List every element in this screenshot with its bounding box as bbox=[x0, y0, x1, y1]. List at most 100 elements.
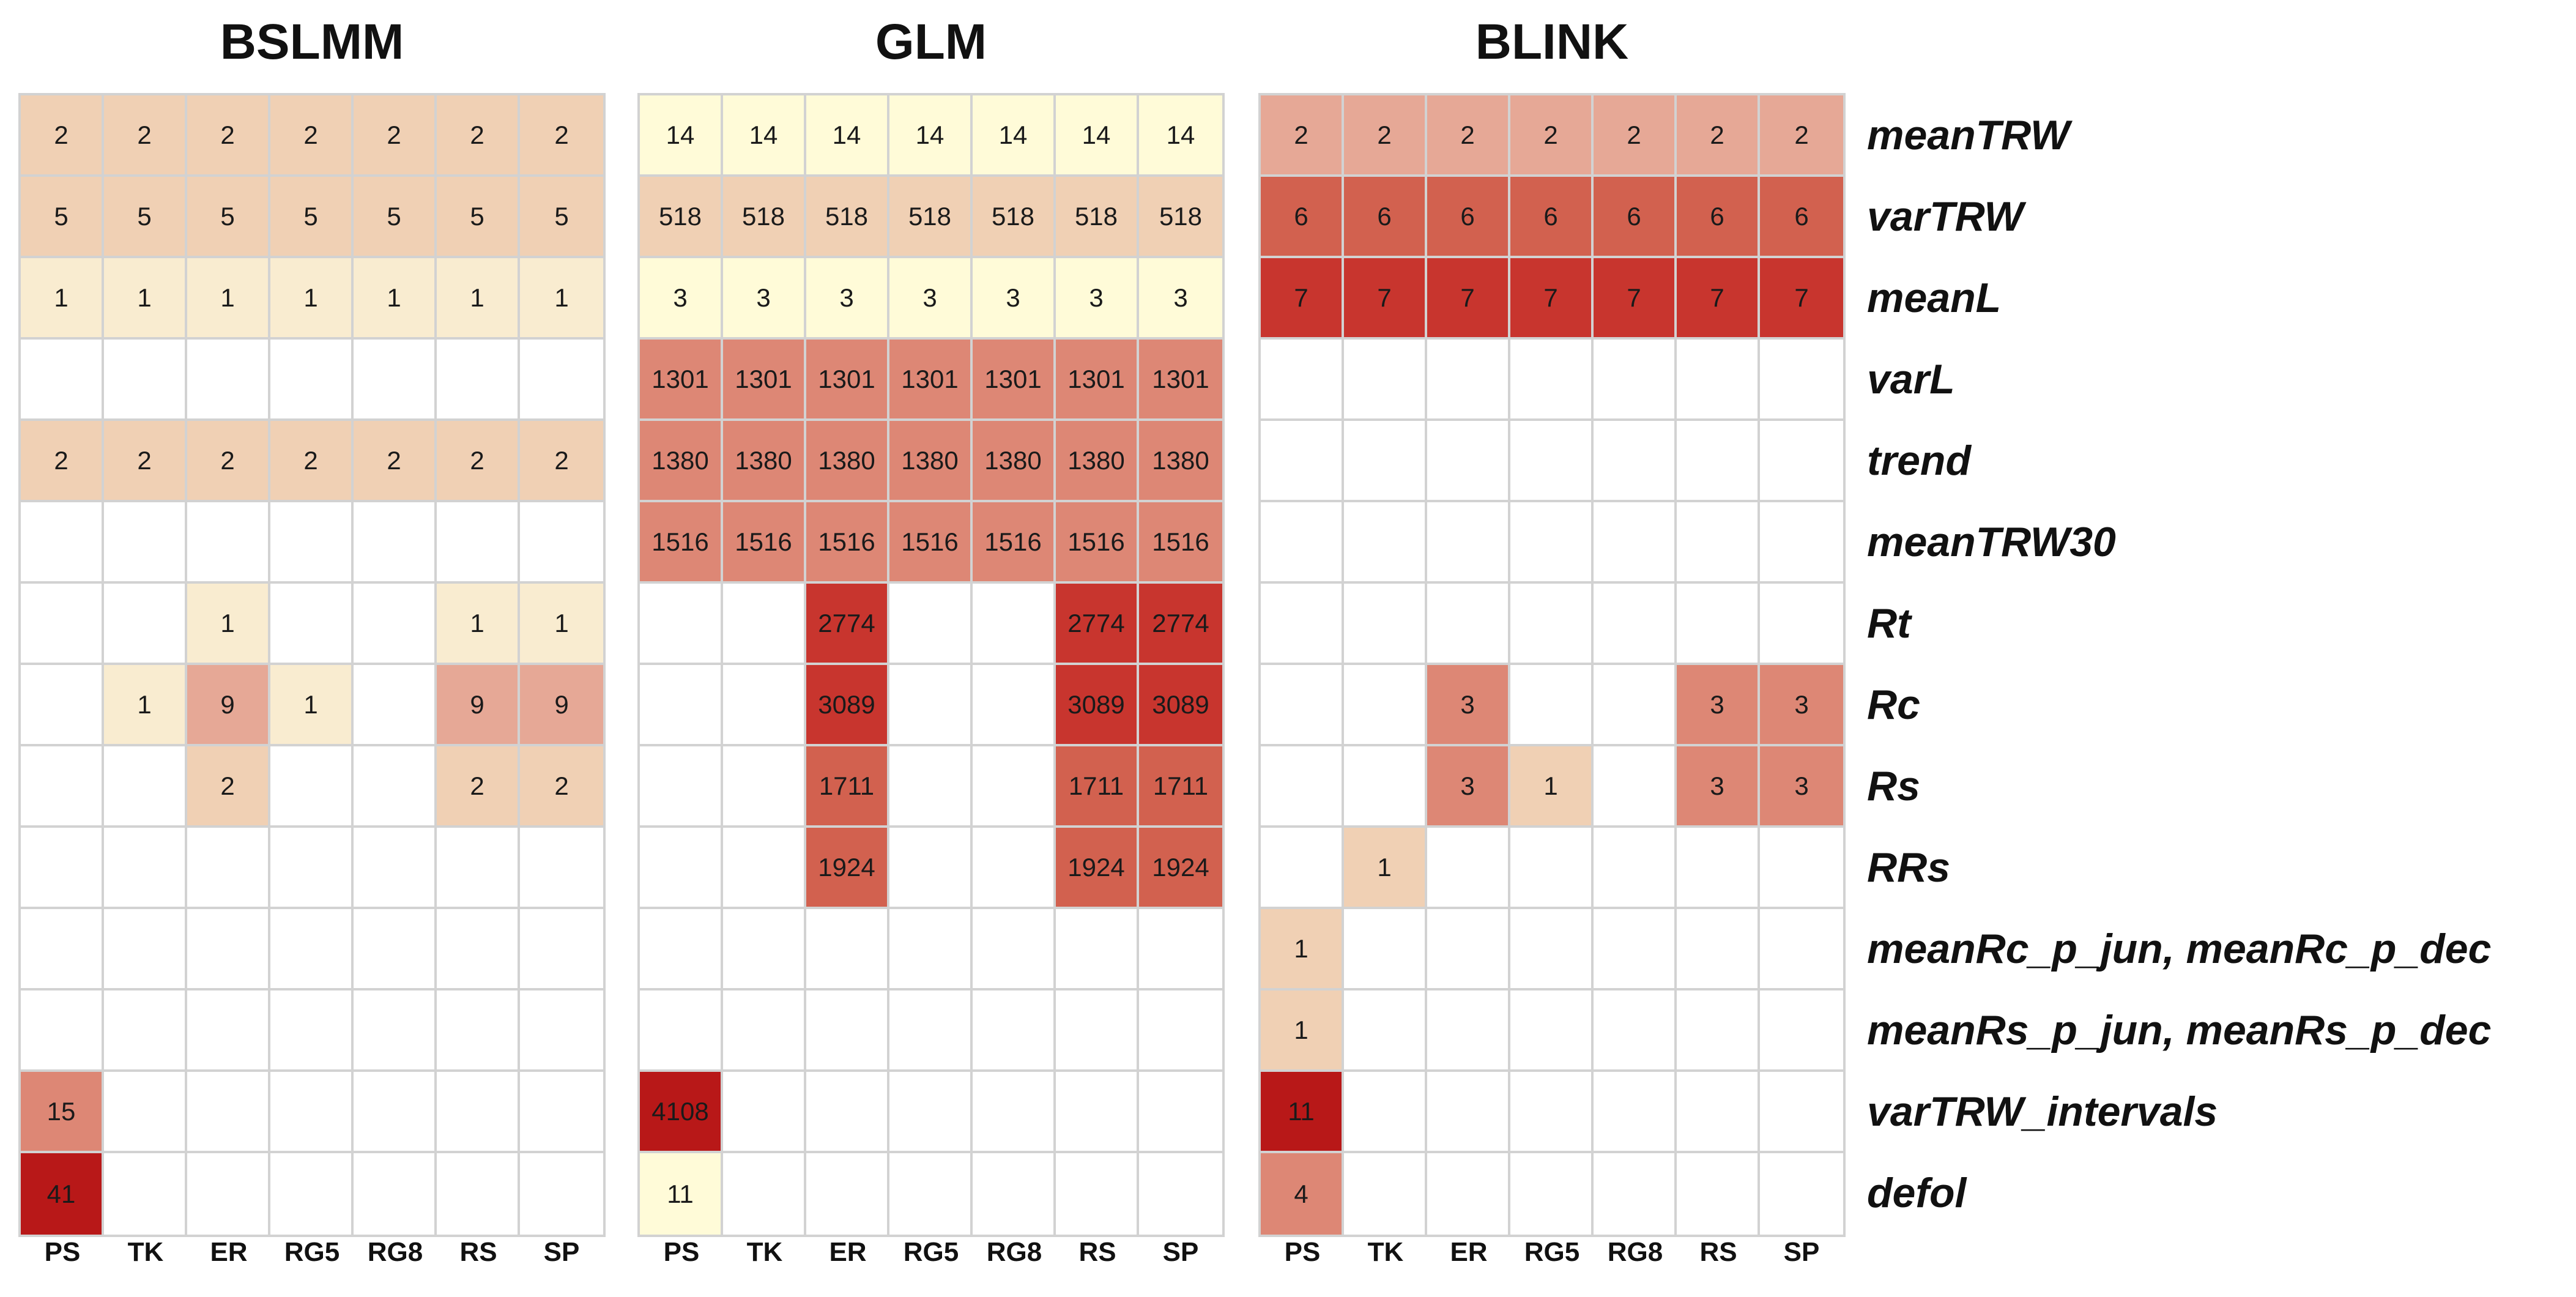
heatmap-cell bbox=[520, 1153, 603, 1235]
heatmap-cell bbox=[520, 990, 603, 1072]
heatmap-cell bbox=[437, 990, 520, 1072]
heatmap-cell: 6 bbox=[1594, 177, 1677, 258]
heatmap-cell: 11 bbox=[640, 1153, 723, 1235]
heatmap-cell bbox=[1594, 1153, 1677, 1235]
column-label-rs: RS bbox=[459, 1237, 497, 1267]
heatmap-cell bbox=[1510, 1153, 1594, 1235]
heatmap-cell bbox=[889, 746, 973, 828]
heatmap-cell bbox=[1760, 990, 1843, 1072]
heatmap-cell bbox=[21, 665, 104, 746]
heatmap-cell: 2 bbox=[437, 421, 520, 502]
heatmap-cell bbox=[354, 665, 437, 746]
heatmap-cell: 1 bbox=[21, 258, 104, 340]
heatmap-cell: 6 bbox=[1510, 177, 1594, 258]
heatmap-cell: 7 bbox=[1344, 258, 1427, 340]
heatmap-cell bbox=[354, 990, 437, 1072]
heatmap-cell: 6 bbox=[1760, 177, 1843, 258]
heatmap-cell: 2 bbox=[21, 421, 104, 502]
row-label: meanRc_p_jun, meanRc_p_dec bbox=[1867, 925, 2492, 972]
heatmap-cell bbox=[354, 1072, 437, 1153]
heatmap-cell: 15 bbox=[21, 1072, 104, 1153]
heatmap-cell: 1 bbox=[520, 258, 603, 340]
column-label-tk: TK bbox=[1367, 1237, 1404, 1267]
heatmap-cell: 1380 bbox=[973, 421, 1056, 502]
heatmap-cell: 1301 bbox=[1056, 340, 1139, 421]
heatmap-cell bbox=[437, 909, 520, 990]
heatmap-cell: 518 bbox=[640, 177, 723, 258]
heatmap-cell: 1 bbox=[1510, 746, 1594, 828]
heatmap-cell bbox=[1510, 421, 1594, 502]
heatmap-cell bbox=[520, 340, 603, 421]
heatmap-cell bbox=[437, 828, 520, 909]
heatmap-cell: 14 bbox=[723, 95, 806, 177]
heatmap-cell: 41 bbox=[21, 1153, 104, 1235]
heatmap-cell: 5 bbox=[187, 177, 270, 258]
heatmap-cell bbox=[1677, 584, 1760, 665]
heatmap-cell bbox=[1594, 990, 1677, 1072]
heatmap-cell: 1301 bbox=[1139, 340, 1222, 421]
heatmap-cell bbox=[1760, 340, 1843, 421]
column-label-rg8: RG8 bbox=[367, 1237, 423, 1267]
heatmap-cell: 2 bbox=[187, 746, 270, 828]
heatmap-cell: 5 bbox=[270, 177, 354, 258]
heatmap-grid-glm: 14 14 14 14 14 14 14 518 518 518 518 518 518 518 3 3 3 3 3… bbox=[637, 93, 1225, 1237]
heatmap-cell bbox=[889, 584, 973, 665]
heatmap-cell bbox=[1139, 909, 1222, 990]
heatmap-cell bbox=[1677, 828, 1760, 909]
heatmap-cell bbox=[1261, 828, 1344, 909]
heatmap-cell: 14 bbox=[1056, 95, 1139, 177]
heatmap-cell bbox=[1261, 340, 1344, 421]
heatmap-cell bbox=[1261, 502, 1344, 584]
heatmap-cell bbox=[437, 1153, 520, 1235]
heatmap-cell bbox=[889, 828, 973, 909]
heatmap-cell bbox=[1427, 1153, 1510, 1235]
heatmap-cell bbox=[1427, 1072, 1510, 1153]
heatmap-cell bbox=[21, 340, 104, 421]
heatmap-cell bbox=[1510, 990, 1594, 1072]
heatmap-cell bbox=[437, 1072, 520, 1153]
heatmap-cell bbox=[270, 828, 354, 909]
heatmap-cell: 1 bbox=[187, 258, 270, 340]
row-label: meanTRW bbox=[1867, 111, 2070, 158]
heatmap-cell: 2 bbox=[354, 421, 437, 502]
heatmap-cell: 2 bbox=[1427, 95, 1510, 177]
heatmap-cell: 1380 bbox=[640, 421, 723, 502]
heatmap-cell: 3 bbox=[1760, 746, 1843, 828]
heatmap-cell bbox=[1427, 502, 1510, 584]
heatmap-cell bbox=[520, 502, 603, 584]
heatmap-cell bbox=[270, 502, 354, 584]
heatmap-cell: 2 bbox=[437, 746, 520, 828]
heatmap-cell bbox=[354, 502, 437, 584]
column-label-ps: PS bbox=[44, 1237, 81, 1267]
column-label-rg8: RG8 bbox=[986, 1237, 1042, 1267]
column-label-rs: RS bbox=[1699, 1237, 1737, 1267]
heatmap-cell: 1380 bbox=[1056, 421, 1139, 502]
heatmap-cell bbox=[354, 340, 437, 421]
row-label: varTRW bbox=[1867, 193, 2024, 240]
heatmap-cell bbox=[1344, 502, 1427, 584]
heatmap-cell bbox=[1510, 665, 1594, 746]
heatmap-cell: 3 bbox=[973, 258, 1056, 340]
heatmap-cell bbox=[1677, 502, 1760, 584]
heatmap-cell: 2 bbox=[104, 95, 187, 177]
heatmap-cell bbox=[1594, 584, 1677, 665]
heatmap-cell bbox=[1344, 584, 1427, 665]
heatmap-cell bbox=[104, 1153, 187, 1235]
heatmap-cell bbox=[354, 828, 437, 909]
heatmap-cell: 1380 bbox=[723, 421, 806, 502]
heatmap-cell: 1516 bbox=[1056, 502, 1139, 584]
heatmap-cell: 11 bbox=[1261, 1072, 1344, 1153]
heatmap-cell: 5 bbox=[520, 177, 603, 258]
heatmap-cell bbox=[1344, 990, 1427, 1072]
heatmap-cell bbox=[270, 1153, 354, 1235]
heatmap-cell bbox=[640, 828, 723, 909]
heatmap-cell: 7 bbox=[1760, 258, 1843, 340]
heatmap-cell bbox=[187, 909, 270, 990]
heatmap-cell bbox=[187, 990, 270, 1072]
heatmap-cell: 3 bbox=[889, 258, 973, 340]
heatmap-cell bbox=[1427, 584, 1510, 665]
heatmap-cell bbox=[1427, 909, 1510, 990]
heatmap-cell bbox=[973, 665, 1056, 746]
heatmap-cell bbox=[1510, 909, 1594, 990]
